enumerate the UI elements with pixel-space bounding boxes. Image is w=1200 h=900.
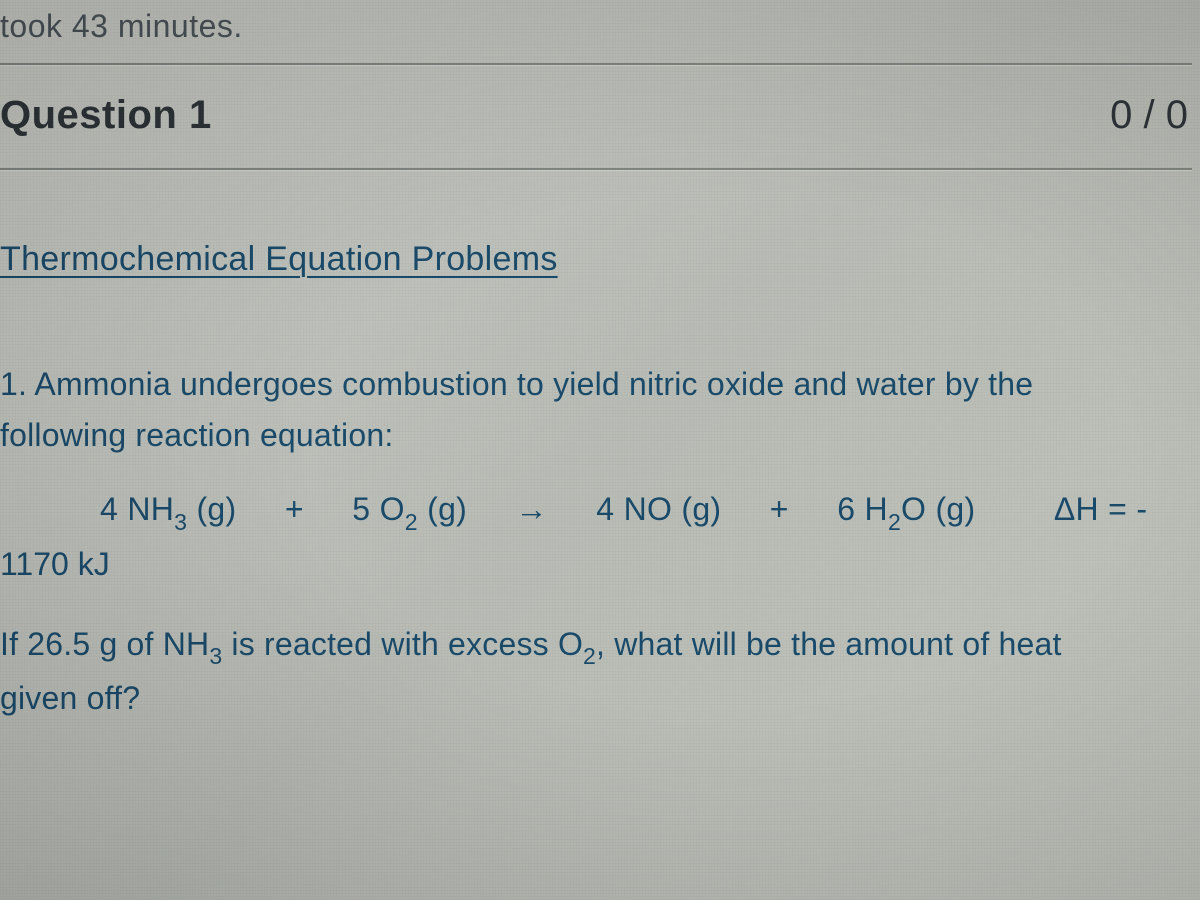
chemical-equation: 4 NH3 (g) + 5 O2 (g) → 4 NO (g) + 6 H2O … <box>0 491 1192 533</box>
problem-question: If 26.5 g of NH3 is reacted with excess … <box>0 619 1192 724</box>
product2-coef: 6 <box>837 491 855 527</box>
reactant2-sub: 2 <box>405 509 418 535</box>
product1: NO <box>624 491 673 527</box>
problem-intro-line2: following reaction equation: <box>0 410 1192 461</box>
q-sub2: 2 <box>583 643 596 669</box>
divider <box>0 168 1192 170</box>
reactant1: NH <box>127 491 174 527</box>
reactant2-state: (g) <box>427 491 467 527</box>
product2-state: (g) <box>935 491 975 527</box>
q-mid: is reacted with excess O <box>222 626 583 662</box>
q-prefix: If 26.5 g of NH <box>0 626 209 662</box>
product2-sub: 2 <box>888 509 901 535</box>
product2-o: O <box>901 491 926 527</box>
product1-state: (g) <box>681 491 721 527</box>
plus-1: + <box>285 491 304 527</box>
q-line2: given off? <box>0 680 140 716</box>
question-number: Question 1 <box>0 93 212 138</box>
reactant2-coef: 5 <box>352 491 370 527</box>
reactant1-state: (g) <box>196 491 236 527</box>
problem-intro-line1: 1. Ammonia undergoes combustion to yield… <box>0 359 1192 410</box>
section-title-link[interactable]: Thermochemical Equation Problems <box>0 240 1192 279</box>
plus-2: + <box>770 491 789 527</box>
question-score: 0 / 0 <box>1110 93 1192 138</box>
question-header: Question 1 0 / 0 <box>0 65 1192 168</box>
reactant2: O <box>380 491 405 527</box>
attempt-time-text: took 43 minutes. <box>0 0 1192 63</box>
reactant1-sub: 3 <box>174 509 187 535</box>
delta-h-value: 1170 kJ <box>0 546 1192 583</box>
q-suffix: , what will be the amount of heat <box>596 626 1062 662</box>
product2-h: H <box>865 491 888 527</box>
q-sub1: 3 <box>209 643 222 669</box>
arrow: → <box>516 491 548 527</box>
delta-h-label: ΔH = - <box>1054 491 1147 527</box>
product1-coef: 4 <box>596 491 614 527</box>
reactant1-coef: 4 <box>100 491 118 527</box>
